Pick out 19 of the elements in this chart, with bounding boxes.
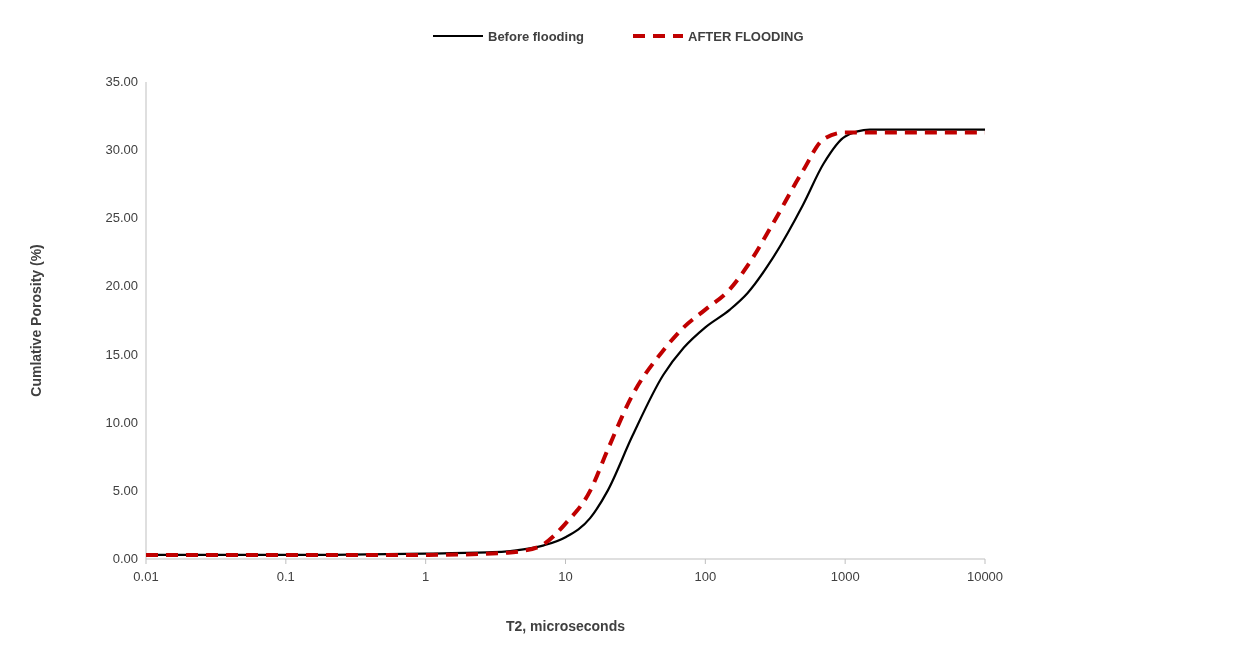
x-axis-title: T2, microseconds bbox=[505, 618, 626, 634]
legend-label: AFTER FLOODING bbox=[688, 29, 804, 44]
x-tick-label: 0.1 bbox=[276, 569, 295, 584]
legend-label: Before flooding bbox=[488, 29, 585, 44]
y-axis-title: Cumlative Porosity (%) bbox=[28, 244, 44, 397]
y-tick-label: 30.00 bbox=[105, 142, 138, 158]
x-tick-label: 10000 bbox=[966, 569, 1004, 584]
y-tick-label: 35.00 bbox=[105, 74, 138, 89]
x-tick-label: 100 bbox=[694, 569, 717, 584]
x-tick-label: 10 bbox=[558, 569, 573, 584]
x-tick-label: 0.01 bbox=[133, 569, 159, 584]
y-tick-label: 10.00 bbox=[105, 414, 138, 430]
x-tick-label: 1000 bbox=[830, 569, 860, 584]
y-tick-label: 5.00 bbox=[112, 482, 138, 498]
x-tick-label: 1 bbox=[422, 569, 430, 584]
y-tick-label: 20.00 bbox=[105, 278, 138, 294]
y-tick-label: 0.00 bbox=[112, 551, 138, 566]
y-tick-label: 25.00 bbox=[105, 210, 138, 226]
y-tick-label: 15.00 bbox=[105, 346, 138, 362]
